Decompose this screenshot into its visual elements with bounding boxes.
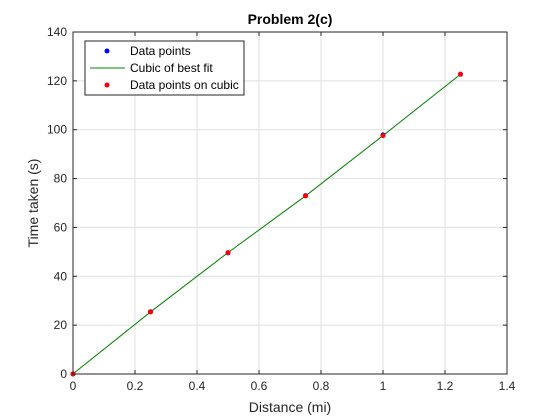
legend-label-cubic: Cubic of best fit [130, 61, 213, 75]
x-axis-label: Distance (mi) [249, 399, 331, 415]
cubic-data-point [458, 71, 463, 77]
x-tick-label: 0 [70, 379, 77, 393]
legend-label-data-points: Data points [130, 44, 191, 58]
cubic-fit-line [72, 73, 461, 375]
x-tick-label: 0.8 [313, 379, 330, 393]
cubic-data-point [225, 250, 231, 256]
y-tick-label: 80 [54, 172, 68, 186]
x-tick-label: 0.2 [127, 379, 144, 393]
legend-marker-cubic-points [104, 82, 110, 88]
cubic-data-point [380, 133, 386, 139]
x-tick-label: 1.2 [437, 379, 454, 393]
y-ticks: 0 20 40 60 80 100 120 140 [47, 25, 507, 381]
series-layer [70, 71, 463, 377]
legend: Data points Cubic of best fit Data point… [84, 40, 245, 96]
legend-label-cubic-points: Data points on cubic [130, 78, 239, 92]
y-tick-label: 0 [60, 367, 67, 381]
x-tick-label: 1.4 [499, 379, 516, 393]
y-tick-label: 120 [47, 74, 67, 88]
cubic-data-point [148, 309, 153, 315]
x-tick-label: 0.4 [189, 379, 206, 393]
cubic-data-point [303, 193, 308, 199]
y-tick-label: 60 [54, 220, 68, 234]
x-ticks: 0 0.2 0.4 0.6 0.8 1 1.2 1.4 [70, 32, 516, 393]
legend-marker-data-points [104, 48, 110, 54]
y-tick-label: 100 [47, 123, 67, 137]
x-tick-label: 1 [380, 379, 387, 393]
chart-title: Problem 2(c) [248, 11, 333, 27]
y-tick-label: 140 [47, 25, 67, 39]
y-tick-label: 20 [54, 318, 68, 332]
plot-frame [72, 31, 508, 375]
y-tick-label: 40 [54, 269, 68, 283]
y-axis-label: Time taken (s) [25, 159, 41, 248]
x-tick-label: 0.6 [251, 379, 268, 393]
